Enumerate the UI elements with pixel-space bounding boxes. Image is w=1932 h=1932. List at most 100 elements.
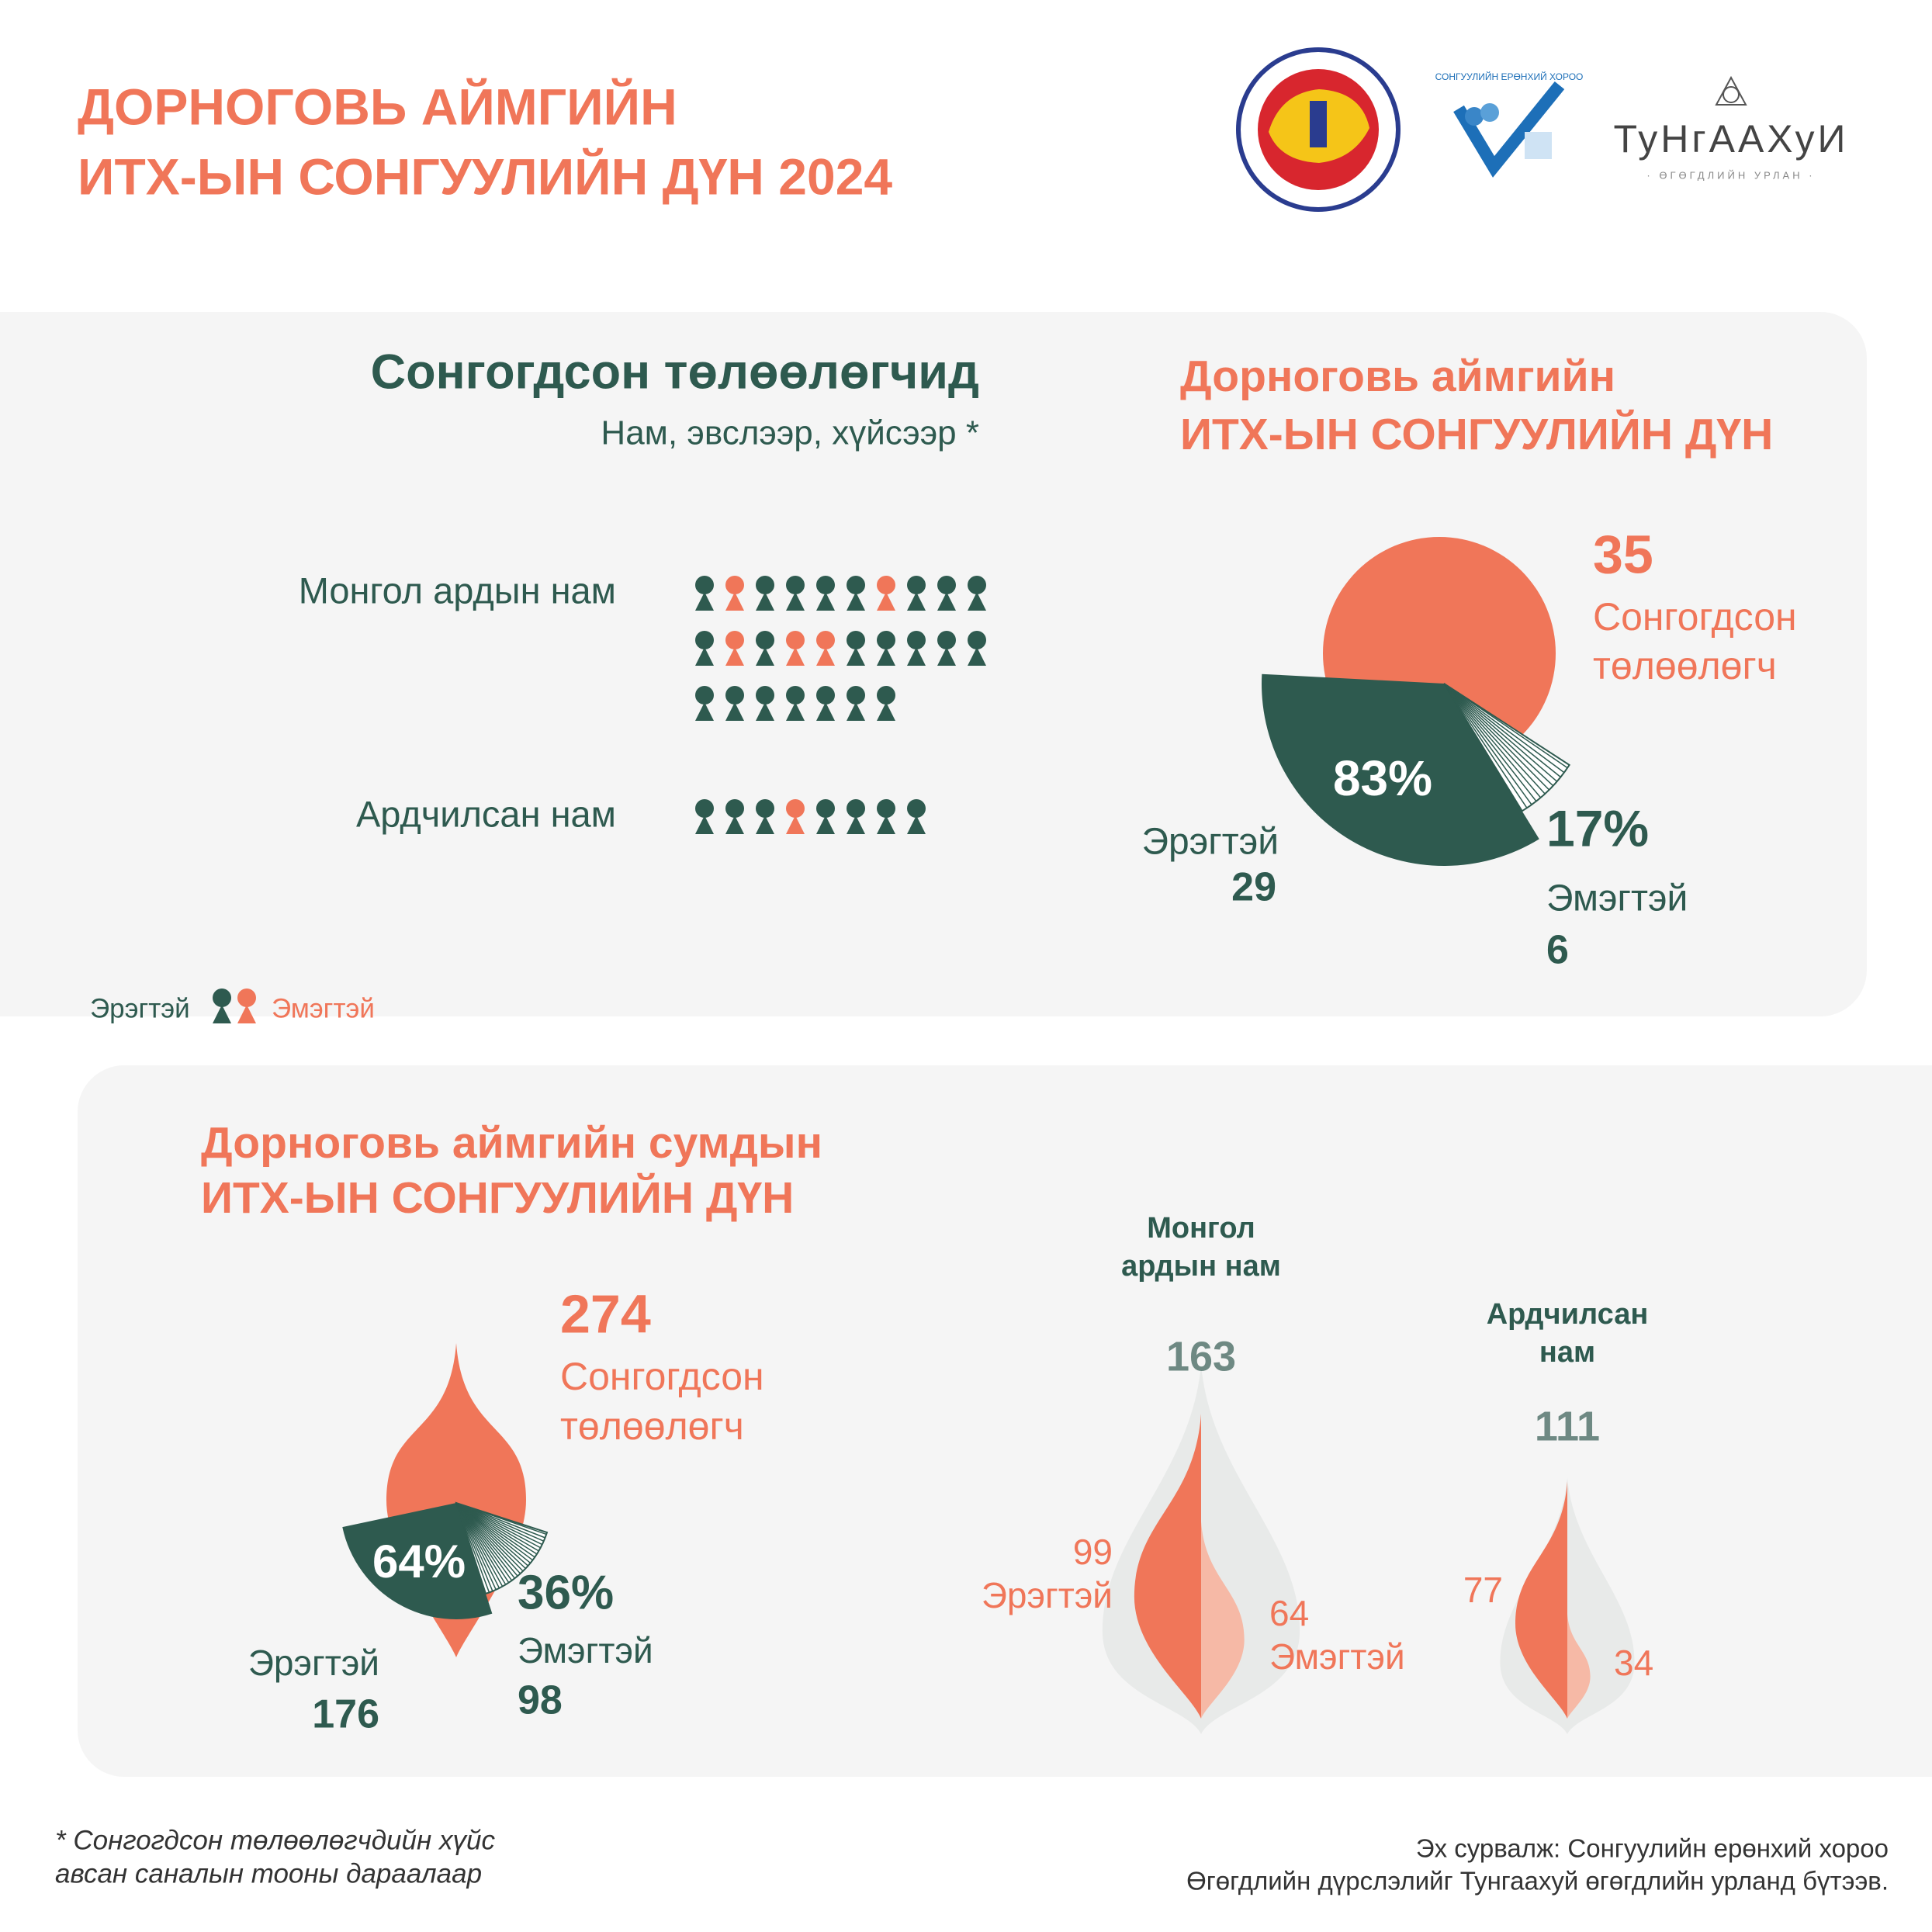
- icon-head: [725, 686, 744, 705]
- icon-head: [937, 576, 956, 594]
- icon-head: [695, 631, 714, 649]
- hatch-line: [455, 1502, 535, 1558]
- person-icon: [816, 576, 835, 611]
- footnote: авсан саналын тооны дараалаар: [55, 1858, 482, 1889]
- icon-head: [847, 686, 865, 705]
- icon-head: [907, 576, 926, 594]
- person-icon: [695, 576, 714, 611]
- party-name: Ардчилсан: [1487, 1298, 1649, 1331]
- hatch-line: [455, 1502, 526, 1570]
- icon-head: [213, 989, 231, 1007]
- cec-logo: [1236, 47, 1401, 212]
- person-icon: [756, 799, 774, 834]
- icon-body: [847, 647, 865, 666]
- brand-logo: ТуНгААХуИ · ӨГӨГДЛИЙН УРЛАН ·: [1614, 75, 1845, 181]
- section-title: ИТХ-ЫН СОНГУУЛИЙН ДҮН: [1180, 409, 1773, 459]
- hatch-line: [455, 1502, 510, 1584]
- icon-body: [756, 815, 774, 834]
- party-female-drop: [1201, 1521, 1245, 1719]
- person-icon: [725, 631, 744, 666]
- icon-head: [816, 576, 835, 594]
- hatch-line: [1443, 683, 1561, 778]
- hatch-line: [1443, 683, 1532, 805]
- icon-head: [756, 799, 774, 818]
- female-count: 64: [1269, 1593, 1309, 1633]
- person-icon: [877, 799, 895, 834]
- icon-body: [725, 592, 744, 611]
- icon-head: [725, 576, 744, 594]
- section-subtitle: Нам, эвслээр, хүйсээр *: [601, 414, 979, 452]
- icon-body: [695, 592, 714, 611]
- female-count: 34: [1614, 1643, 1653, 1683]
- male-count: 176: [312, 1692, 379, 1737]
- total-label: Сонгогдсон: [1593, 595, 1797, 639]
- person-icon: [756, 686, 774, 721]
- total-label: төлөөлөгч: [1593, 644, 1777, 687]
- male-sector: [1261, 673, 1539, 866]
- section-title: Сонгогдсон төлөөлөгчид: [371, 345, 979, 400]
- male-percent: 83%: [1333, 750, 1432, 806]
- female-percent: 17%: [1546, 799, 1649, 857]
- person-icon: [695, 686, 714, 721]
- title: ДОРНОГОВЬ АЙМГИЙН: [78, 77, 677, 135]
- female-label: Эмэгтэй: [1546, 878, 1688, 919]
- section-title: ИТХ-ЫН СОНГУУЛИЙН ДҮН: [201, 1172, 794, 1223]
- icon-body: [816, 702, 835, 721]
- section-title: Дорноговь аймгийн сумдын: [201, 1118, 822, 1168]
- source: Өгөгдлийн дүрслэлийг Тунгаахуй өгөгдлийн…: [1186, 1867, 1889, 1896]
- icon-body: [786, 702, 805, 721]
- icon-head: [237, 989, 256, 1007]
- party-name: ардын нам: [1121, 1250, 1281, 1283]
- title: ИТХ-ЫН СОНГУУЛИЙН ДҮН 2024: [78, 147, 892, 205]
- hatch-line: [455, 1502, 533, 1561]
- icon-head: [786, 799, 805, 818]
- female-percent: 36%: [518, 1566, 614, 1619]
- person-icon: [213, 989, 231, 1023]
- hatch-line: [1443, 683, 1550, 791]
- hatch-line: [455, 1502, 515, 1579]
- icon-head: [816, 799, 835, 818]
- hatch-line: [455, 1502, 529, 1567]
- icon-head: [725, 799, 744, 818]
- female-count: 6: [1546, 928, 1569, 973]
- panel: [78, 1065, 1932, 1777]
- hatch-line: [455, 1502, 490, 1593]
- female-label: Эмэгтэй: [1269, 1636, 1405, 1677]
- hatch-line: [1443, 683, 1528, 808]
- male-label: Эрэгтэй: [1142, 822, 1279, 863]
- hatch-line: [1443, 683, 1568, 769]
- icon-head: [786, 686, 805, 705]
- hatch-line: [1443, 683, 1554, 787]
- icon-body: [725, 647, 744, 666]
- person-icon: [968, 631, 986, 666]
- icon-head: [847, 799, 865, 818]
- party-name: нам: [1539, 1336, 1595, 1369]
- male-count: 99: [1073, 1532, 1113, 1572]
- icon-body: [213, 1005, 231, 1023]
- person-icon: [847, 686, 865, 721]
- person-icon: [695, 631, 714, 666]
- hatch-line: [1443, 683, 1523, 812]
- icon-body: [877, 815, 895, 834]
- icon-head: [907, 799, 926, 818]
- party-female-drop: [1567, 1614, 1591, 1719]
- icon-head: [756, 576, 774, 594]
- icon-head: [695, 799, 714, 818]
- party-total: 163: [1166, 1333, 1236, 1380]
- person-icon: [786, 799, 805, 834]
- icon-body: [816, 647, 835, 666]
- panel-corner: [0, 970, 93, 1016]
- logo-text: СОНГУУЛИЙН ЕРӨНХИЙ ХОРОО: [1435, 71, 1584, 82]
- icon-body: [237, 1005, 256, 1023]
- hatch-line: [1443, 683, 1537, 802]
- icon-body: [756, 702, 774, 721]
- total-value: 35: [1593, 524, 1653, 584]
- icon-head: [877, 686, 895, 705]
- male-percent: 64%: [372, 1536, 466, 1587]
- male-sector: [342, 1503, 493, 1619]
- person-icon: [937, 576, 956, 611]
- person-icon: [877, 631, 895, 666]
- person-icon: [877, 576, 895, 611]
- icon-head: [695, 686, 714, 705]
